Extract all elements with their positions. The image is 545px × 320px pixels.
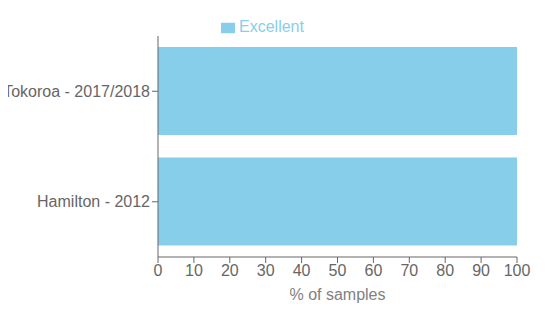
svg-text:40: 40 [293, 262, 311, 279]
svg-text:20: 20 [221, 262, 239, 279]
svg-text:Hamilton - 2012: Hamilton - 2012 [37, 193, 150, 210]
svg-text:100: 100 [504, 262, 531, 279]
svg-text:80: 80 [436, 262, 454, 279]
svg-text:50: 50 [329, 262, 347, 279]
svg-text:30: 30 [257, 262, 275, 279]
html-text:Excellent: Excellent [239, 18, 304, 35]
svg-text:% of samples: % of samples [289, 286, 385, 303]
svg-text:70: 70 [400, 262, 418, 279]
svg-text:10: 10 [185, 262, 203, 279]
svg-text:90: 90 [472, 262, 490, 279]
svg-text:60: 60 [365, 262, 383, 279]
svg-text:0: 0 [154, 262, 163, 279]
svg-text:Tokoroa - 2017/2018: Tokoroa - 2017/2018 [8, 83, 150, 100]
